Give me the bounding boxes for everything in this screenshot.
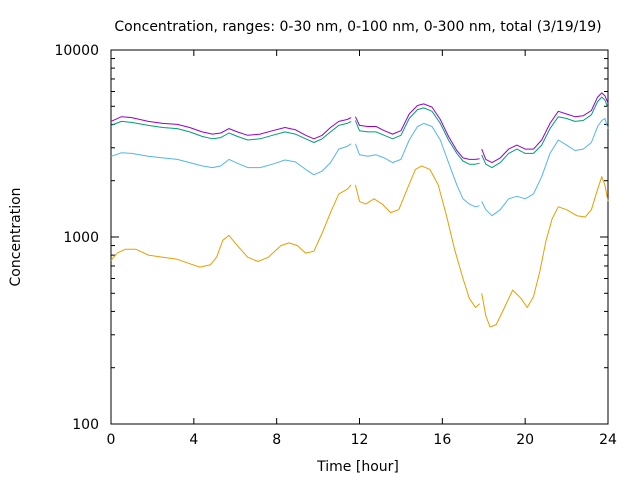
y-axis-label: Concentration: [8, 187, 24, 286]
series-line-4: [481, 92, 609, 164]
x-tick-label: 20: [516, 432, 534, 448]
x-axis-label: Time [hour]: [316, 459, 399, 475]
series-line-4: [354, 103, 480, 160]
x-tick-label: 0: [107, 432, 116, 448]
x-tick-label: 24: [599, 432, 617, 448]
x-tick-label: 8: [272, 432, 281, 448]
series-line-1: [354, 165, 480, 308]
y-tick-label: 10000: [54, 43, 99, 59]
series-line-3: [110, 120, 352, 143]
series-line-3: [354, 107, 480, 165]
series-line-2: [481, 118, 609, 217]
x-tick-label: 16: [433, 432, 451, 448]
axis-ticks: 0 4 8 12 16 20 24 100 1000 10000: [54, 43, 617, 448]
series-line-2: [110, 143, 352, 176]
series-line-2: [354, 122, 480, 208]
series-group: [110, 92, 609, 328]
x-tick-label: 12: [351, 432, 369, 448]
series-line-4: [110, 116, 352, 140]
series-line-3: [481, 96, 609, 169]
y-tick-label: 100: [72, 417, 99, 433]
x-tick-label: 4: [189, 432, 198, 448]
y-tick-label: 1000: [63, 230, 99, 246]
chart-title: Concentration, ranges: 0-30 nm, 0-100 nm…: [114, 19, 601, 35]
series-line-1: [481, 176, 609, 328]
plot-frame: [110, 49, 609, 425]
series-line-1: [110, 184, 352, 268]
